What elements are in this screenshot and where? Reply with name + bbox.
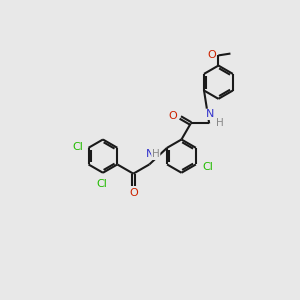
Text: O: O	[129, 188, 138, 197]
Text: Cl: Cl	[202, 162, 213, 172]
Text: Cl: Cl	[72, 142, 83, 152]
Text: H: H	[216, 118, 224, 128]
Text: N: N	[146, 149, 155, 159]
Text: H: H	[152, 149, 160, 159]
Text: O: O	[207, 50, 216, 60]
Text: N: N	[206, 109, 214, 119]
Text: O: O	[169, 111, 178, 121]
Text: Cl: Cl	[96, 179, 107, 189]
